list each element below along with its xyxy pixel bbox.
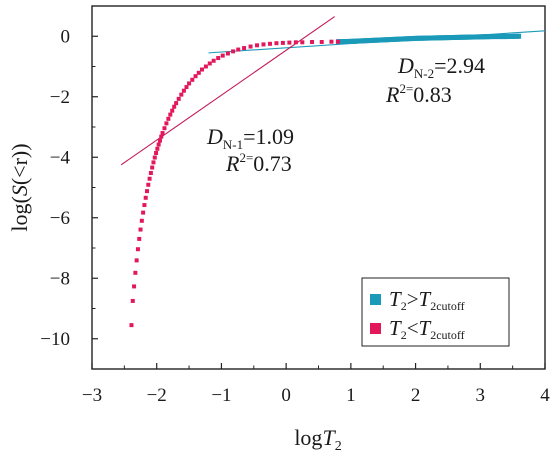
data-point xyxy=(148,170,153,175)
legend-swatch xyxy=(370,294,381,305)
data-point xyxy=(154,151,159,156)
data-point xyxy=(216,56,221,61)
data-point xyxy=(187,81,192,86)
data-point xyxy=(193,74,198,79)
data-point xyxy=(517,33,522,39)
data-point xyxy=(172,104,177,109)
legend-label: T2>T2cutoff xyxy=(389,287,465,313)
data-point xyxy=(156,142,161,147)
y-axis-title: log(S(<r)) xyxy=(7,143,32,231)
data-point xyxy=(170,108,175,113)
data-point xyxy=(319,39,324,44)
y-tick-label: −8 xyxy=(50,268,70,289)
data-point xyxy=(145,189,150,194)
data-point xyxy=(190,77,195,82)
data-point xyxy=(242,46,247,51)
series-2 xyxy=(129,39,340,328)
data-point xyxy=(147,176,152,181)
data-point xyxy=(129,323,134,328)
legend-box xyxy=(361,277,510,347)
data-point xyxy=(287,40,292,45)
data-point xyxy=(142,203,147,208)
data-point xyxy=(139,218,144,223)
data-point xyxy=(248,44,253,49)
series-1 xyxy=(335,33,522,45)
axis-titles: logT2 log(S(<r)) xyxy=(7,143,342,454)
data-point xyxy=(150,165,155,170)
data-point xyxy=(274,41,279,46)
data-point xyxy=(300,40,305,45)
annotation-n1-r2: R2=0.73 xyxy=(225,150,292,176)
data-point xyxy=(166,116,171,121)
legend: T2>T2cutoff T2<T2cutoff xyxy=(361,277,510,347)
y-tick-label: −4 xyxy=(50,147,71,168)
data-point xyxy=(137,236,142,241)
data-point xyxy=(133,270,138,275)
data-point xyxy=(164,121,169,126)
data-point xyxy=(231,49,236,54)
data-point xyxy=(184,85,189,90)
data-point xyxy=(162,126,167,131)
data-point xyxy=(151,160,156,165)
data-point xyxy=(138,227,143,232)
annotation-n1-d: DN-1=1.09 xyxy=(206,124,294,152)
data-point xyxy=(159,134,164,139)
x-tick-label: −2 xyxy=(147,385,167,406)
x-tick-label: 0 xyxy=(281,385,291,406)
data-point xyxy=(255,43,260,48)
x-axis-title: logT2 xyxy=(294,425,341,454)
data-point xyxy=(134,258,139,263)
data-point xyxy=(293,40,298,45)
data-point xyxy=(160,131,165,136)
data-point xyxy=(196,70,201,75)
data-point xyxy=(335,39,340,44)
data-point xyxy=(280,40,285,45)
data-point xyxy=(176,96,181,101)
x-tick-label: −1 xyxy=(211,385,231,406)
data-point xyxy=(168,112,173,117)
x-tick-label: −3 xyxy=(82,385,102,406)
data-point xyxy=(152,155,157,160)
data-points xyxy=(129,33,522,328)
data-point xyxy=(225,51,230,56)
y-tick-label: 0 xyxy=(61,26,71,47)
data-point xyxy=(211,58,216,63)
legend-swatch xyxy=(370,323,381,334)
y-tick-label: −6 xyxy=(50,208,70,229)
data-point xyxy=(157,138,162,143)
axes: −3 −2 −1 0 1 2 3 40−2−4−6−8−10 xyxy=(40,5,550,406)
data-point xyxy=(236,47,241,52)
data-point xyxy=(146,182,151,187)
data-point xyxy=(267,41,272,46)
x-tick-label: 2 xyxy=(411,385,421,406)
data-point xyxy=(220,53,225,58)
data-point xyxy=(135,247,140,252)
x-tick-label: 4 xyxy=(540,385,550,406)
data-point xyxy=(310,39,315,44)
annotation-n2-d: DN-2=2.94 xyxy=(397,53,485,81)
data-point xyxy=(207,61,212,66)
data-point xyxy=(174,101,179,106)
data-point xyxy=(155,146,160,151)
fit-line-1 xyxy=(120,16,335,166)
y-tick-label: −2 xyxy=(50,87,70,108)
data-point xyxy=(132,284,137,289)
data-point xyxy=(200,67,205,72)
y-tick-label: −10 xyxy=(40,329,70,350)
data-point xyxy=(179,92,184,97)
data-point xyxy=(143,195,148,200)
annotation-n2-r2: R2=0.83 xyxy=(385,81,452,107)
data-point xyxy=(181,88,186,93)
x-tick-label: 3 xyxy=(476,385,486,406)
data-point xyxy=(130,298,135,303)
data-point xyxy=(261,42,266,47)
data-point xyxy=(141,210,146,215)
x-tick-label: 1 xyxy=(346,385,356,406)
data-point xyxy=(329,39,334,44)
data-point xyxy=(203,64,208,69)
legend-label: T2<T2cutoff xyxy=(389,316,465,342)
